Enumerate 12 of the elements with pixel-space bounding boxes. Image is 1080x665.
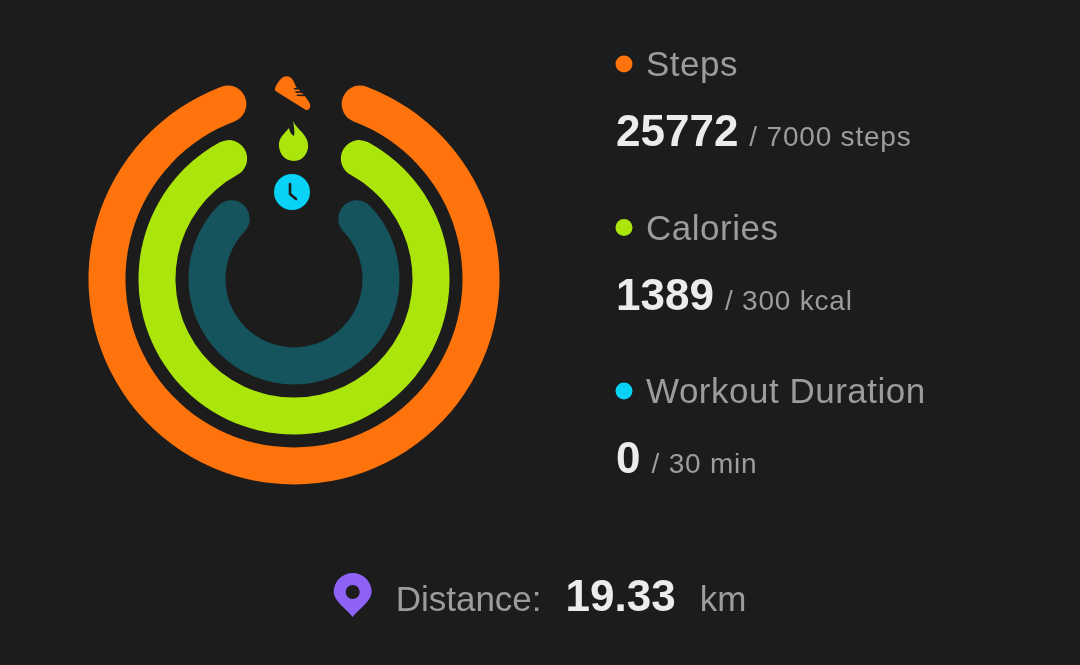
data-label: 0 [616, 433, 641, 482]
data-label: 25772 [616, 106, 739, 155]
category-label: Calories [646, 207, 779, 247]
text: Distance: [395, 579, 542, 618]
text: 19.33 [565, 571, 676, 620]
data-label: 1389 [616, 269, 714, 319]
text: / 300 kcal [724, 284, 853, 316]
category-label: Steps [646, 44, 738, 83]
text: km [699, 579, 747, 618]
category-label: Workout Duration [646, 371, 926, 410]
text: / 7000 steps [749, 121, 912, 152]
text: / 30 min [651, 448, 758, 479]
